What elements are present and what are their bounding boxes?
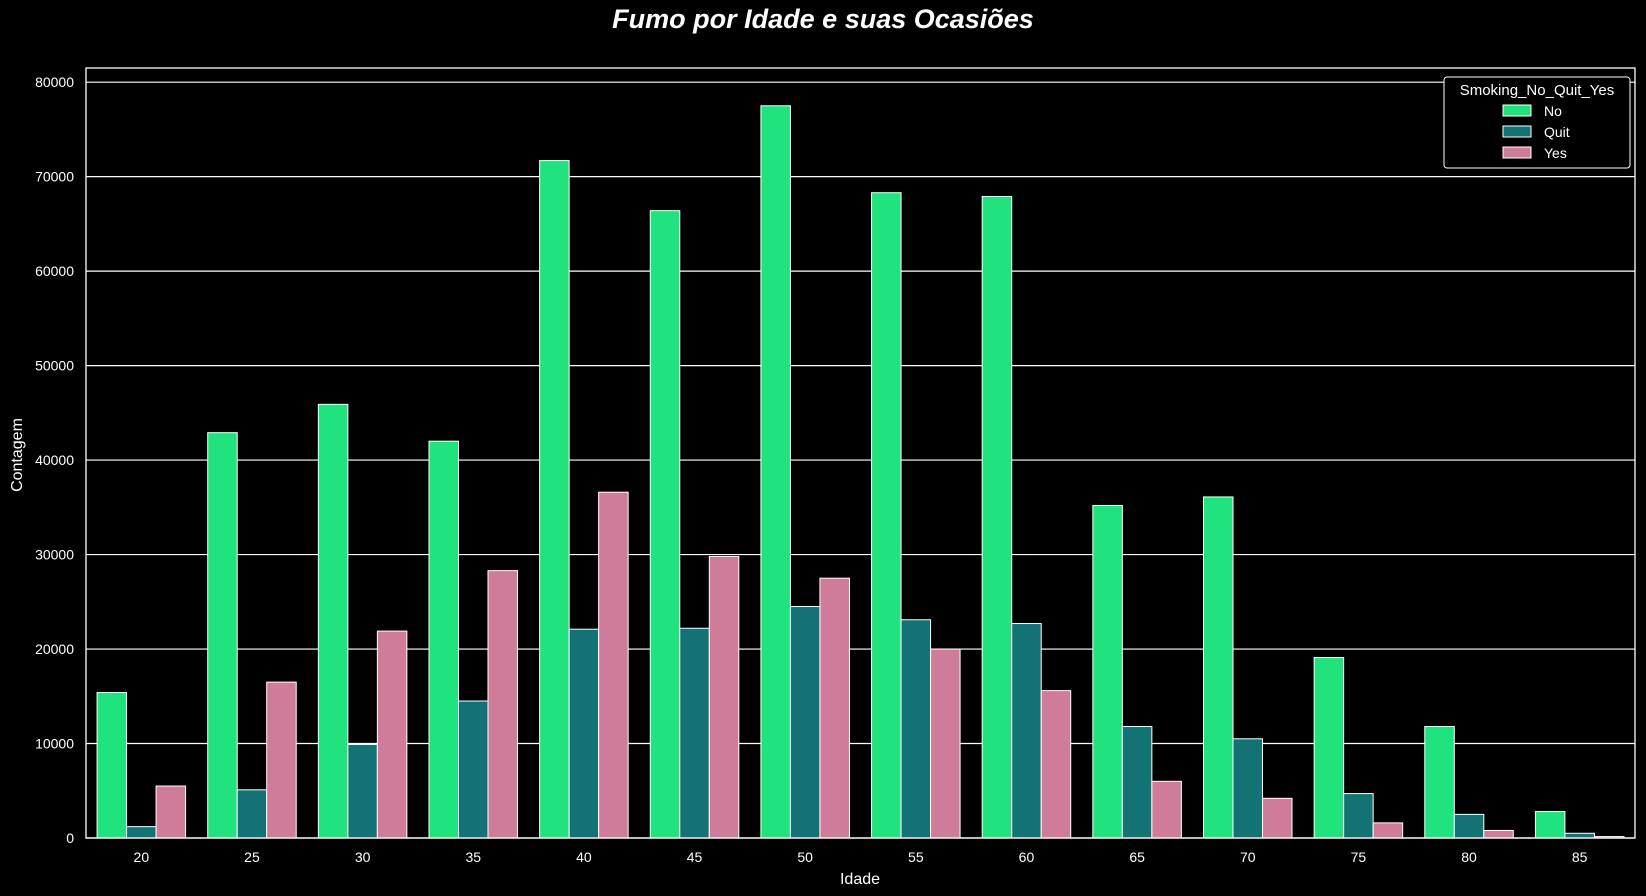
x-tick-label: 80: [1461, 849, 1477, 865]
y-axis-ticks: 0 10000 20000 30000 40000 50000 60000 70000 8000…: [35, 74, 74, 846]
legend-title: Smoking_No_Quit_Yes: [1460, 82, 1615, 99]
bar-no-55: [871, 192, 902, 839]
bar-quit-85: [1564, 832, 1595, 839]
x-tick-label: 75: [1351, 849, 1367, 865]
bar-quit-65: [1121, 726, 1153, 839]
bar-no-50: [760, 105, 791, 839]
x-tick-label: 25: [244, 849, 260, 865]
x-tick-label: 30: [355, 849, 371, 865]
legend-swatch-quit: [1502, 125, 1532, 138]
bar-yes-70: [1262, 797, 1293, 839]
legend-swatch-yes: [1502, 146, 1532, 159]
x-tick-label: 35: [465, 849, 481, 865]
bar-no-35: [428, 440, 459, 839]
y-tick-label: 60000: [35, 263, 74, 279]
y-tick-label: 40000: [35, 452, 74, 468]
bar-quit-80: [1453, 813, 1485, 839]
bar-quit-20: [126, 826, 157, 839]
y-tick-label: 20000: [35, 641, 74, 657]
bar-quit-40: [568, 628, 600, 839]
x-tick-label: 20: [134, 849, 150, 865]
bar-yes-50: [819, 577, 850, 839]
bar-yes-65: [1151, 780, 1182, 839]
bar-quit-75: [1343, 793, 1374, 839]
bars: [96, 105, 1625, 839]
x-tick-label: 85: [1572, 849, 1588, 865]
bar-quit-55: [900, 619, 932, 839]
legend-swatch-no: [1502, 104, 1532, 117]
bar-yes-80: [1483, 829, 1514, 839]
x-tick-label: 70: [1240, 849, 1256, 865]
bar-yes-45: [708, 555, 740, 839]
bar-no-75: [1313, 657, 1345, 839]
y-tick-label: 70000: [35, 169, 74, 185]
y-tick-label: 0: [66, 830, 74, 846]
x-axis-ticks: 20 25 30 35 40 45 50 55 60 65 70 75 80 85: [134, 849, 1588, 865]
legend: Smoking_No_Quit_Yes No Quit Yes: [1443, 76, 1631, 169]
x-tick-label: 45: [687, 849, 703, 865]
x-tick-label: 65: [1129, 849, 1145, 865]
x-tick-label: 40: [576, 849, 592, 865]
legend-label-quit: Quit: [1544, 124, 1570, 140]
legend-label-yes: Yes: [1544, 145, 1567, 161]
bar-quit-50: [789, 606, 821, 839]
bar-quit-60: [1011, 623, 1042, 839]
bar-yes-60: [1040, 690, 1072, 839]
bar-no-30: [317, 403, 349, 839]
bar-yes-25: [266, 681, 297, 839]
y-tick-label: 80000: [35, 74, 74, 90]
bar-yes-55: [930, 648, 961, 839]
legend-label-no: No: [1544, 103, 1562, 119]
bar-no-85: [1534, 811, 1566, 839]
x-tick-label: 60: [1019, 849, 1035, 865]
bar-yes-75: [1372, 822, 1404, 839]
x-tick-label: 50: [797, 849, 813, 865]
y-tick-label: 30000: [35, 547, 74, 563]
chart-title: Fumo por Idade e suas Ocasiões: [612, 4, 1034, 34]
bar-no-70: [1202, 496, 1234, 839]
legend-box: [1443, 76, 1631, 169]
x-axis-label: Idade: [840, 871, 880, 888]
bar-yes-40: [598, 491, 629, 839]
bar-no-20: [96, 692, 128, 839]
plot-frame: [85, 67, 1636, 839]
bar-yes-20: [155, 785, 187, 839]
bar-quit-30: [347, 743, 378, 839]
bar-yes-35: [487, 570, 519, 839]
bar-quit-70: [1232, 738, 1264, 839]
bar-no-45: [649, 210, 681, 839]
bar-no-65: [1092, 504, 1123, 839]
bar-quit-35: [457, 700, 489, 839]
x-tick-label: 55: [908, 849, 924, 865]
bar-no-40: [539, 160, 570, 839]
legend-items: No Quit Yes: [1502, 103, 1570, 161]
bar-quit-25: [236, 789, 268, 839]
y-tick-label: 50000: [35, 358, 74, 374]
y-axis-label: Contagem: [9, 418, 26, 492]
bar-quit-45: [679, 627, 710, 839]
bar-yes-30: [376, 630, 408, 839]
bar-no-60: [981, 195, 1013, 839]
bar-no-80: [1424, 726, 1455, 839]
y-tick-label: 10000: [35, 736, 74, 752]
bar-no-25: [207, 432, 238, 839]
